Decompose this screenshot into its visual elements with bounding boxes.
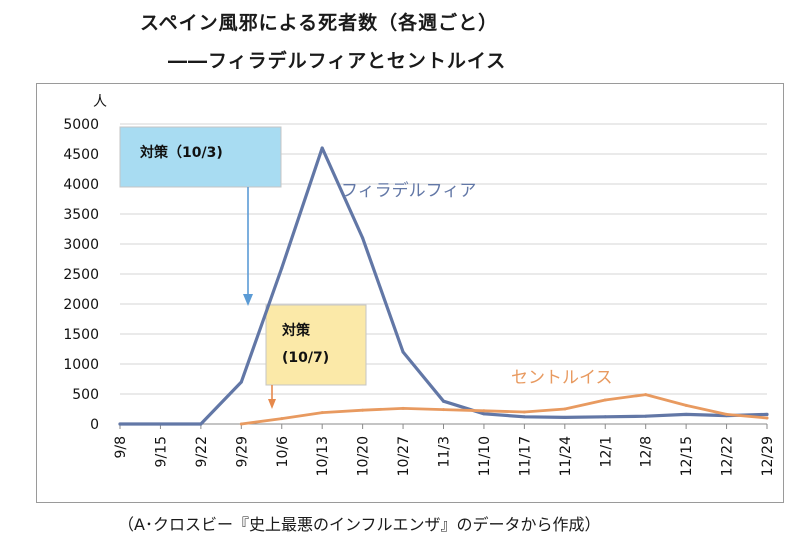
- y-tick-label: 1500: [63, 327, 99, 343]
- x-tick-label: 11/24: [558, 436, 574, 476]
- y-tick-label: 4500: [63, 147, 99, 163]
- annotation-philadelphia-label: 対策（10/3): [139, 144, 223, 161]
- data-point-philadelphia: [482, 412, 486, 416]
- x-tick-label: 9/15: [153, 436, 169, 467]
- data-point-stlouis: [684, 403, 688, 407]
- data-point-philadelphia: [158, 422, 162, 426]
- data-point-stlouis: [725, 412, 729, 416]
- y-tick-label: 2000: [63, 297, 99, 313]
- annotation-philadelphia: 対策（10/3): [119, 126, 282, 306]
- data-point-stlouis: [603, 398, 607, 402]
- data-point-philadelphia: [603, 415, 607, 419]
- arrow-head-icon: [268, 399, 276, 409]
- data-point-philadelphia: [644, 414, 648, 418]
- data-point-philadelphia: [442, 399, 445, 403]
- data-point-stlouis: [320, 411, 324, 415]
- arrow-head-icon: [243, 294, 253, 306]
- x-tick-label: 11/17: [517, 436, 533, 476]
- x-tick-label: 11/3: [437, 436, 453, 467]
- data-point-stlouis: [644, 393, 648, 397]
- chart-title: スペイン風邪による死者数（各週ごと）: [140, 12, 499, 34]
- data-point-philadelphia: [320, 146, 324, 150]
- x-tick-label: 11/10: [477, 436, 493, 476]
- data-point-philadelphia: [522, 415, 526, 419]
- data-point-philadelphia: [765, 412, 769, 416]
- x-tick-label: 12/8: [639, 436, 655, 467]
- y-tick-label: 0: [90, 417, 99, 433]
- series-lines: [118, 146, 769, 426]
- annotation-stlouis-label-line2: (10/7): [282, 350, 329, 366]
- x-tick-label: 10/27: [396, 436, 412, 476]
- y-tick-label: 3000: [63, 237, 99, 253]
- y-tick-label: 500: [72, 387, 99, 403]
- y-tick-label: 4000: [63, 177, 99, 193]
- data-point-philadelphia: [401, 350, 405, 354]
- data-point-philadelphia: [199, 422, 203, 426]
- series-line-stlouis: [239, 393, 769, 426]
- x-tick-label: 10/20: [356, 436, 372, 476]
- x-tick-label: 10/13: [315, 436, 331, 476]
- data-point-philadelphia: [361, 236, 365, 240]
- x-tick-label: 12/1: [598, 436, 614, 467]
- x-axis: 9/8 9/15 9/22 9/29 10/6 10/13 10/20 10/27 11/3 11…: [113, 424, 776, 476]
- y-tick-label: 3500: [63, 207, 99, 223]
- y-tick-label: 2500: [63, 267, 99, 283]
- x-tick-label: 9/8: [113, 436, 129, 459]
- chart-frame: [36, 83, 784, 503]
- annotation-stlouis-box: [265, 304, 367, 386]
- data-point-philadelphia: [684, 412, 688, 416]
- chart-subtitle: ――フィラデルフィアとセントルイス: [168, 50, 507, 72]
- x-tick-label: 12/29: [760, 436, 776, 476]
- data-point-stlouis: [522, 410, 526, 414]
- x-tick-label: 12/15: [679, 436, 695, 476]
- x-tick-label: 12/22: [720, 436, 736, 476]
- annotation-philadelphia-box: [119, 126, 282, 188]
- data-point-stlouis: [239, 422, 243, 426]
- y-tick-label: 5000: [63, 117, 99, 133]
- annotation-stlouis: 対策 (10/7): [265, 304, 367, 409]
- source-note: （A･クロスビー『史上最悪のインフルエンザ』のデータから作成）: [118, 515, 601, 534]
- y-axis: 0 500 1000 1500 2000 2500 3000 3500 4000 4500 5000: [63, 117, 99, 433]
- data-point-stlouis: [280, 417, 284, 421]
- data-point-stlouis: [765, 416, 769, 420]
- series-label-stlouis: セントルイス: [511, 368, 613, 388]
- x-tick-label: 10/6: [275, 436, 291, 468]
- data-point-stlouis: [563, 407, 567, 411]
- data-point-stlouis: [361, 408, 365, 412]
- x-tick-label: 9/22: [194, 436, 210, 467]
- data-point-philadelphia: [239, 380, 243, 384]
- data-point-stlouis: [442, 408, 445, 412]
- series-label-philadelphia: フィラデルフィア: [341, 180, 476, 201]
- data-point-stlouis: [401, 406, 405, 410]
- data-point-philadelphia: [280, 266, 284, 270]
- y-axis-unit-label: 人: [93, 94, 107, 110]
- data-point-philadelphia: [118, 422, 122, 426]
- x-tick-label: 9/29: [234, 436, 250, 467]
- data-point-philadelphia: [563, 415, 567, 419]
- y-tick-label: 1000: [63, 357, 99, 373]
- data-point-stlouis: [482, 409, 486, 413]
- annotation-stlouis-label-line1: 対策: [281, 322, 311, 339]
